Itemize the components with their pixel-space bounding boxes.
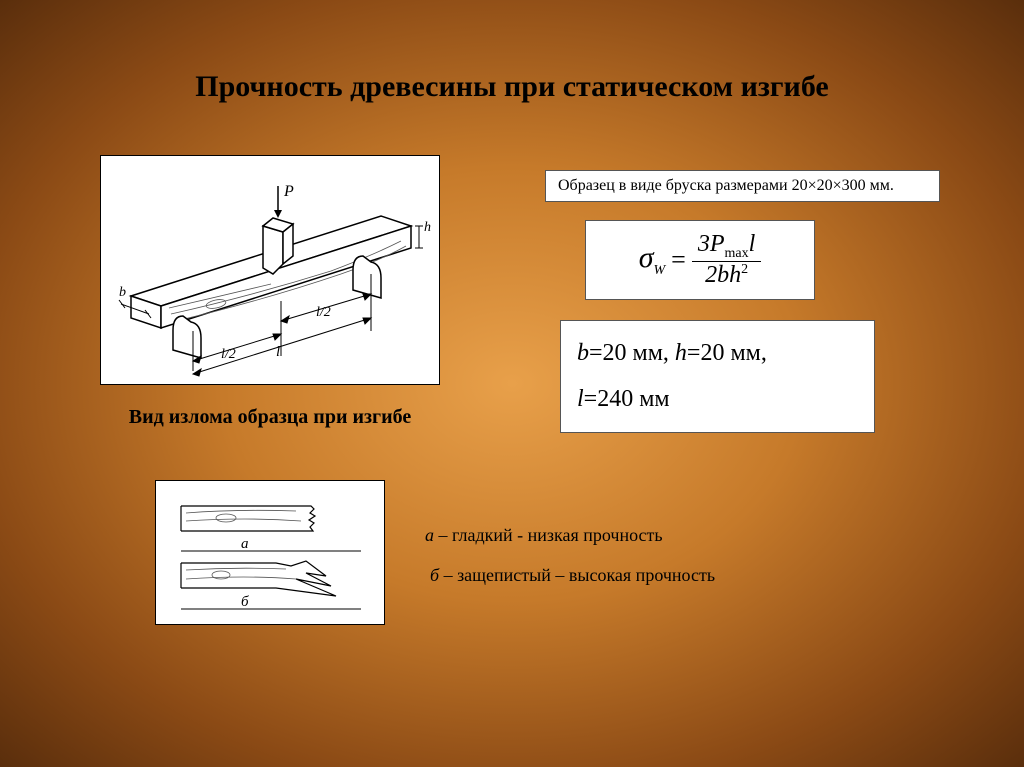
legend-a-text: – гладкий - низкая прочность	[434, 525, 663, 545]
label-l: l	[276, 344, 280, 360]
label-h: h	[424, 220, 431, 235]
slide: Прочность древесины при статическом изги…	[0, 0, 1024, 767]
formula-lhs: σ	[639, 241, 654, 274]
formula-box: σW = 3Pmaxl 2bh2	[585, 220, 815, 300]
formula-den-sup: 2	[741, 262, 748, 277]
label-P: P	[283, 183, 294, 200]
legend-b-text: – защепистый – высокая прочность	[439, 565, 715, 585]
dim-l-val: =240 мм	[584, 386, 670, 412]
dim-h-val: =20 мм,	[687, 340, 767, 366]
formula-den: 2bh	[705, 262, 741, 288]
page-title: Прочность древесины при статическом изги…	[0, 0, 1024, 104]
dim-h: h	[675, 340, 687, 366]
formula-eq: =	[671, 245, 686, 275]
diagram-caption: Вид излома образца при изгибе	[100, 405, 440, 430]
legend-b-key: б	[430, 565, 439, 585]
legend-a: а – гладкий - низкая прочность	[425, 525, 663, 546]
label-b: b	[119, 285, 126, 300]
dimensions-box: b=20 мм, h=20 мм, l=240 мм	[560, 320, 875, 433]
fracture-label-b: б	[241, 594, 249, 610]
label-l-half-2: l/2	[316, 305, 331, 320]
bending-diagram: P h b	[100, 155, 440, 385]
dim-b-val: =20 мм,	[589, 340, 675, 366]
legend-b: б – защепистый – высокая прочность	[430, 565, 715, 586]
label-l-half-1: l/2	[221, 347, 236, 362]
formula-num-tail: l	[749, 231, 756, 257]
dim-b: b	[577, 340, 589, 366]
formula-num-sub: max	[725, 245, 749, 260]
formula-lhs-sub: W	[654, 263, 666, 278]
fracture-diagram: а б	[155, 480, 385, 625]
formula-num: 3P	[698, 231, 725, 257]
dim-l: l	[577, 386, 584, 412]
fracture-label-a: а	[241, 536, 249, 552]
legend-a-key: а	[425, 525, 434, 545]
specimen-note: Образец в виде бруска размерами 20×20×30…	[545, 170, 940, 202]
